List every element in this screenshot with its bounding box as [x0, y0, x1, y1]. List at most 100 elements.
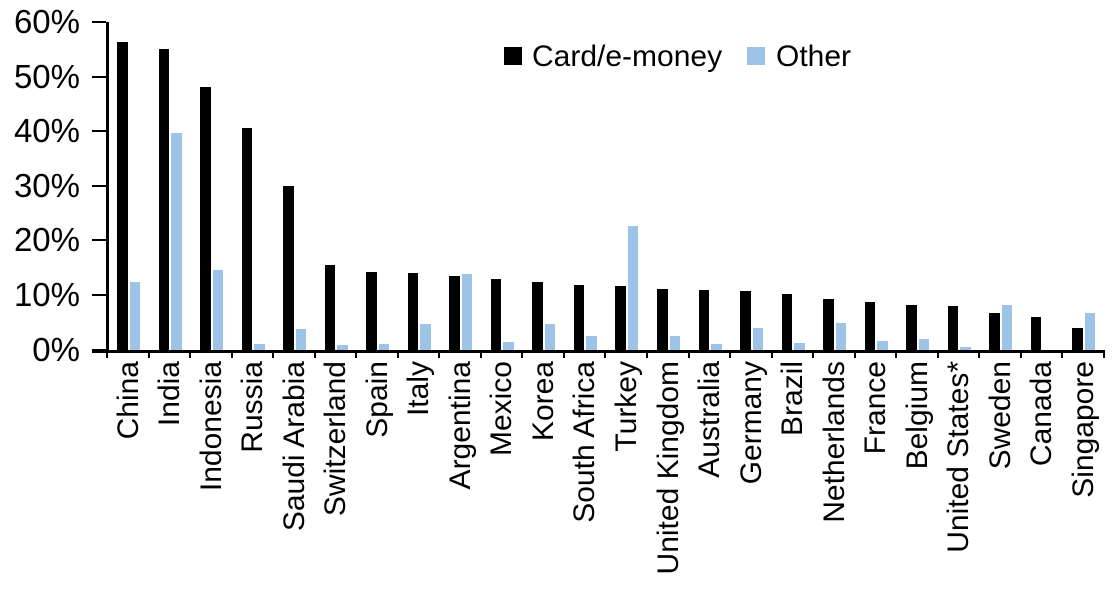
x-label-china: China — [111, 361, 145, 440]
x-label-germany: Germany — [734, 361, 768, 485]
y-tick-mark — [92, 293, 106, 296]
bar-card-e-money-spain — [366, 272, 377, 351]
bar-card-e-money-south-africa — [573, 285, 585, 351]
y-tick-mark — [92, 75, 106, 78]
x-tick-mark — [646, 349, 649, 358]
bar-card-e-money-netherlands — [823, 298, 834, 351]
x-label-south-africa: South Africa — [568, 361, 602, 523]
y-tick-mark — [92, 239, 106, 242]
bar-card-e-money-singapore — [1072, 328, 1083, 351]
bar-other-australia — [711, 344, 722, 351]
x-label-indonesia: Indonesia — [194, 361, 228, 492]
x-tick-mark — [1102, 349, 1105, 358]
y-tick-label-30: 30% — [13, 166, 80, 204]
bar-other-china — [129, 282, 140, 351]
x-tick-mark — [479, 349, 482, 358]
x-label-united-kingdom: United Kingdom — [651, 361, 685, 575]
bar-other-netherlands — [835, 322, 847, 351]
bar-other-south-africa — [586, 336, 597, 351]
bar-other-france — [877, 340, 888, 351]
bar-card-e-money-turkey — [615, 285, 626, 351]
bar-card-e-money-france — [864, 302, 876, 351]
x-tick-mark — [978, 349, 981, 358]
x-label-canada: Canada — [1025, 361, 1059, 467]
y-tick-label-50: 50% — [13, 57, 80, 95]
x-label-netherlands: Netherlands — [817, 361, 851, 523]
x-label-argentina: Argentina — [443, 361, 477, 490]
legend-label-other: Other — [776, 40, 852, 73]
bar-card-e-money-united-states — [947, 306, 959, 351]
x-label-sweden: Sweden — [983, 361, 1017, 470]
bar-other-mexico — [503, 342, 514, 351]
bar-other-singapore — [1084, 312, 1096, 351]
y-tick-label-40: 40% — [13, 112, 80, 150]
x-tick-mark — [936, 349, 939, 358]
x-tick-mark — [438, 349, 441, 358]
x-label-india: India — [153, 361, 187, 427]
x-tick-mark — [521, 349, 524, 358]
x-label-saudi-arabia: Saudi Arabia — [277, 361, 311, 532]
bar-card-e-money-saudi-arabia — [283, 186, 294, 351]
legend-swatch-other — [747, 47, 765, 65]
x-tick-mark — [604, 349, 607, 358]
bar-other-turkey — [627, 226, 639, 351]
bar-other-italy — [420, 324, 431, 351]
bar-card-e-money-australia — [698, 290, 710, 351]
y-tick-label-10: 10% — [13, 275, 80, 313]
x-label-belgium: Belgium — [900, 361, 934, 470]
x-axis-line — [92, 349, 1104, 353]
bar-card-e-money-india — [158, 49, 170, 351]
bar-card-e-money-united-kingdom — [657, 289, 668, 351]
bar-other-sweden — [1001, 305, 1013, 351]
bar-card-e-money-china — [117, 42, 128, 351]
bar-card-e-money-mexico — [490, 278, 502, 351]
x-tick-mark — [230, 349, 233, 358]
bar-card-e-money-germany — [740, 291, 751, 351]
y-axis-line — [106, 22, 109, 353]
bar-card-e-money-russia — [241, 128, 253, 351]
bar-other-belgium — [918, 338, 930, 351]
legend: Card/e-money Other — [0, 38, 1112, 78]
x-tick-mark — [1019, 349, 1022, 358]
bar-other-germany — [752, 327, 764, 351]
x-tick-mark — [147, 349, 150, 358]
x-tick-mark — [189, 349, 192, 358]
y-tick-label-60: 60% — [13, 3, 80, 41]
x-label-switzerland: Switzerland — [319, 361, 353, 517]
bar-other-spain — [378, 344, 390, 351]
x-label-turkey: Turkey — [609, 361, 643, 452]
x-label-france: France — [859, 361, 893, 455]
bar-card-e-money-switzerland — [324, 264, 336, 351]
x-tick-mark — [355, 349, 358, 358]
bar-card-e-money-indonesia — [200, 86, 211, 351]
x-label-brazil: Brazil — [776, 361, 810, 437]
x-tick-mark — [812, 349, 815, 358]
bar-other-united-kingdom — [669, 336, 681, 351]
x-tick-mark — [396, 349, 399, 358]
x-tick-mark — [770, 349, 773, 358]
legend-label-card-e-money: Card/e-money — [532, 40, 723, 73]
bar-card-e-money-italy — [407, 272, 419, 351]
bar-card-e-money-belgium — [906, 304, 917, 351]
x-tick-mark — [1061, 349, 1064, 358]
x-label-singapore: Singapore — [1066, 361, 1100, 498]
x-tick-mark — [729, 349, 732, 358]
bar-other-switzerland — [337, 345, 348, 351]
bar-other-argentina — [461, 273, 473, 351]
x-label-italy: Italy — [402, 361, 436, 417]
x-tick-mark — [853, 349, 856, 358]
y-tick-mark — [92, 21, 106, 24]
bar-other-saudi-arabia — [295, 328, 307, 351]
x-label-russia: Russia — [236, 361, 270, 453]
y-tick-label-0: 0% — [32, 330, 80, 368]
y-tick-mark — [92, 184, 106, 187]
bar-other-united-states — [960, 347, 971, 351]
x-label-australia: Australia — [693, 361, 727, 478]
legend-swatch-card-e-money — [504, 47, 522, 65]
bar-card-e-money-argentina — [449, 275, 460, 351]
bar-card-e-money-canada — [1030, 317, 1042, 351]
bar-other-indonesia — [212, 270, 224, 351]
x-tick-mark — [562, 349, 565, 358]
y-tick-mark — [92, 130, 106, 133]
